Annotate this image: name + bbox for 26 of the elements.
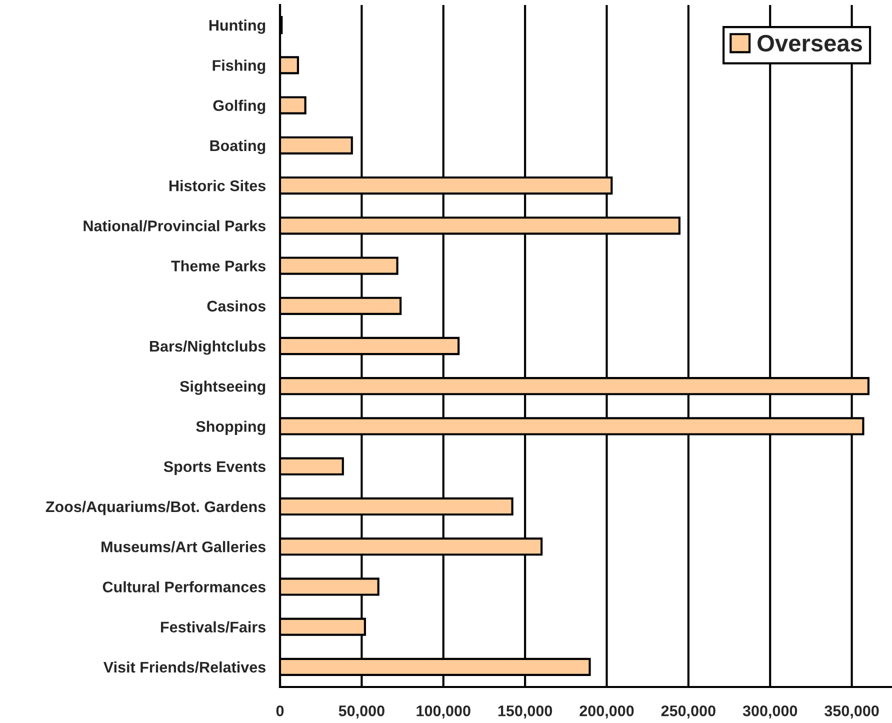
y-tick-label: Sports Events (164, 461, 266, 476)
y-tick-label: Hunting (209, 20, 266, 34)
y-tick-label: Visit Friends/Relatives (103, 661, 266, 673)
x-tick-label: 300,000 (742, 705, 798, 718)
y-tick-label: Museums/Art Galleries (102, 541, 266, 552)
y-tick-label: Sightseeing (180, 380, 266, 395)
x-tick-label: 150,000 (498, 705, 552, 718)
x-tick-label: 350,000 (824, 705, 879, 718)
y-tick-label: Cultural Performances (102, 581, 266, 592)
y-tick-label: Fishing (212, 60, 266, 74)
y-tick-label: Zoos/Aquariums/Bot. Gardens (46, 500, 266, 516)
y-tick-label: Festivals/Fairs (160, 621, 266, 633)
x-tick-label: 50,000 (338, 705, 384, 718)
y-tick-label: Casinos (207, 300, 266, 312)
y-tick-label: National/Provincial Parks (84, 220, 266, 232)
legend-label: Overseas (758, 34, 862, 52)
y-tick-label: Shopping (196, 420, 266, 436)
y-tick-label: Golfing (213, 100, 266, 114)
x-tick-label: 250,000 (661, 705, 716, 718)
y-tick-label: Historic Sites (169, 180, 266, 192)
y-tick-label: Theme Parks (171, 260, 266, 272)
y-tick-label: Bars/Nightclubs (150, 340, 266, 355)
x-tick-label: 0 (276, 705, 284, 716)
x-tick-label: 100,000 (416, 705, 470, 718)
y-tick-label: Boating (210, 140, 266, 154)
x-tick-label: 200,000 (580, 705, 634, 718)
